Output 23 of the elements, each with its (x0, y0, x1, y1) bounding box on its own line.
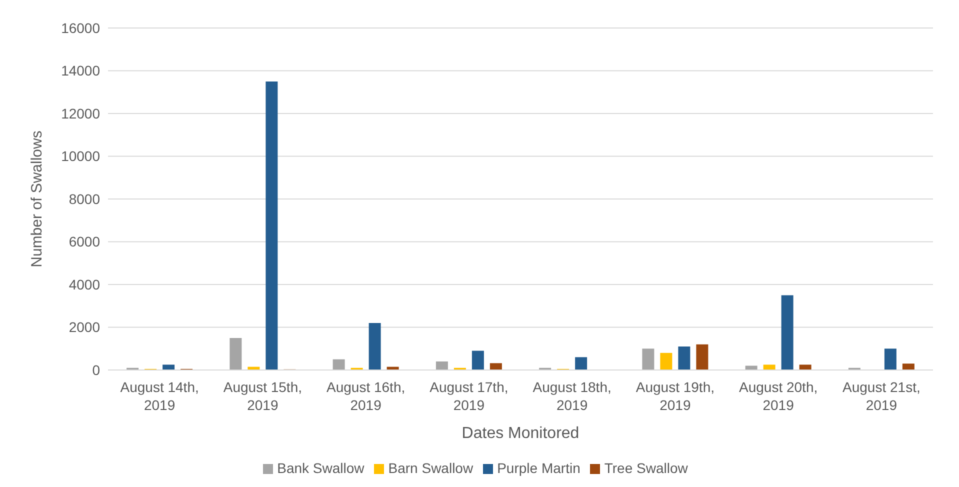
x-tick-label: August 18th, 2019 (532, 379, 612, 413)
y-tick-label: 14000 (61, 62, 100, 79)
x-tick-label: August 15th, 2019 (223, 379, 302, 413)
y-tick-label: 0 (92, 362, 100, 378)
legend-label: Barn Swallow (388, 460, 474, 476)
y-tick-label: 12000 (61, 105, 100, 122)
x-tick-label: August 17th, 2019 (430, 379, 508, 413)
legend-label: Bank Swallow (277, 460, 364, 476)
x-tick-label: August 14th, 2019 (120, 379, 199, 413)
x-tick-label: August 20th, 2019 (739, 379, 818, 413)
y-axis-title: Number of Swallows (28, 130, 46, 268)
x-tick-label: August 16th, 2019 (326, 379, 406, 413)
x-tick-label: August 19th, 2019 (636, 379, 714, 413)
y-tick-label: 10000 (61, 148, 100, 164)
y-tick-label: 8000 (68, 190, 100, 207)
y-tick-label: 4000 (68, 276, 100, 292)
x-axis-title: Dates Monitored (462, 425, 580, 442)
y-tick-label: 6000 (68, 234, 100, 250)
legend-label: Tree Swallow (604, 460, 688, 476)
y-tick-label: 2000 (68, 319, 100, 336)
x-tick-label: August 21st, 2019 (842, 379, 920, 413)
y-tick-label: 16000 (61, 20, 100, 36)
legend-label: Purple Martin (497, 460, 580, 476)
